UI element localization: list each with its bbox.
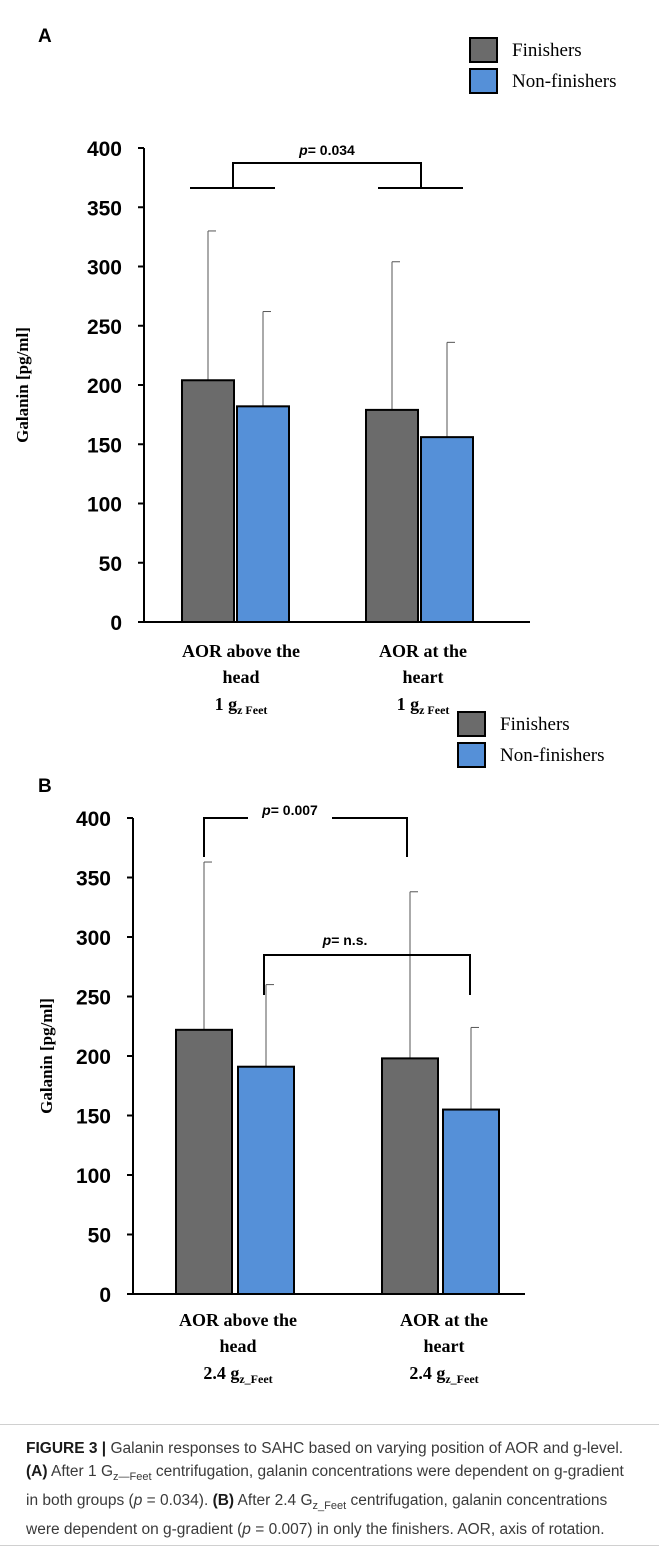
panel-a-bar-finishers: [181, 379, 235, 624]
panel-a-category-label-line2: head: [222, 667, 259, 687]
caption-text-3a: After 2.4 G: [234, 1492, 313, 1510]
panel-b-p-value: = 0.007: [271, 802, 318, 818]
panel-a-category-label-line1: AOR at the: [379, 641, 467, 661]
panel-b-bar-non-finishers: [237, 1065, 295, 1295]
panel-b-category-g-level: 2.4 g: [409, 1363, 445, 1383]
panel-a-category-label-line3: 1 gz Feet: [397, 694, 450, 717]
panel-a-legend-swatch-1: [469, 68, 498, 94]
panel-a-y-tick-label: 350: [87, 197, 122, 220]
figure-canvas: A Finishers Non-finishers 0 50 100 150 200 250 30…: [13, 26, 616, 1386]
panel-a-category-g-subscript: z Feet: [237, 703, 267, 717]
panel-a-category-g-level: 1 g: [397, 694, 420, 714]
panel-a-legend-label-1: Non-finishers: [512, 71, 616, 92]
panel-a-bar-non-finishers: [236, 405, 290, 623]
panel-a-y-tick-label: 300: [87, 257, 122, 280]
caption-text-1: Galanin responses to SAHC based on varyi…: [106, 1440, 624, 1457]
panel-b-category-g-subscript: z_Feet: [239, 1372, 272, 1386]
panel-b-category-label-line3: 2.4 gz_Feet: [409, 1363, 478, 1386]
panel-a-y-tick-label: 100: [87, 494, 122, 517]
panel-b-bar-finishers: [381, 1057, 439, 1295]
panel-a-legend-label-0: Finishers: [512, 40, 582, 61]
panel-b-p-value: = n.s.: [331, 932, 367, 948]
panel-a-category-label-line2: heart: [403, 667, 444, 687]
panel-a-category-g-level: 1 g: [215, 694, 238, 714]
caption-p-a: p: [133, 1492, 143, 1510]
caption-label-a: (A): [26, 1463, 48, 1480]
panel-b-p-label-bg: [303, 931, 387, 949]
panel-a-label: A: [38, 26, 52, 47]
panel-b-p-italic: p: [261, 802, 271, 818]
panel-b-legend-swatch-1: [457, 742, 486, 768]
panel-a-bar-finishers: [365, 408, 419, 624]
figure-caption: FIGURE 3 | Galanin responses to SAHC bas…: [26, 1437, 636, 1541]
panel-b-category-g-level: 2.4 g: [203, 1363, 239, 1383]
panel-a-p-value-label: p= 0.034: [298, 142, 355, 158]
panel-b-bar-finishers: [175, 1028, 233, 1295]
caption-text-2b: centrifugation, galanin concentrations w…: [26, 1463, 624, 1510]
panel-b-p-value-label: p= 0.007: [261, 802, 318, 818]
panel-b-y-tick-label: 400: [76, 808, 111, 831]
panel-b-y-tick-label: 150: [76, 1106, 111, 1129]
panel-a-y-tick-label: 200: [87, 375, 122, 398]
panel-a-p-italic: p: [298, 142, 308, 158]
panel-a-y-tick-label: 50: [99, 553, 122, 576]
caption-text-3b: centrifugation, galanin concentrations w…: [26, 1492, 608, 1539]
caption-bottom-rule: [0, 1545, 659, 1546]
caption-text-2c: = 0.034).: [142, 1492, 213, 1510]
panel-b-legend-label-0: Finishers: [500, 714, 570, 735]
panel-b-y-axis-title: Galanin [pg/ml]: [37, 998, 56, 1114]
panel-b-category-g-subscript: z_Feet: [445, 1372, 478, 1386]
panel-b-p-label-bg: [248, 801, 332, 819]
panel-b-y-tick-label: 100: [76, 1165, 111, 1188]
panel-a-y-tick-label: 400: [87, 138, 122, 161]
caption-label-b: (B): [212, 1492, 235, 1510]
panel-b-category-label-line2: head: [219, 1336, 256, 1356]
panel-a-y-axis-title: Galanin [pg/ml]: [13, 327, 32, 443]
panel-b-y-tick-label: 200: [76, 1046, 111, 1069]
panel-a-y-tick-label: 250: [87, 316, 122, 339]
panel-a-p-value: = 0.034: [308, 142, 355, 158]
panel-a-p-label-bg: [285, 141, 369, 159]
panel-b-p-value-label: p= n.s.: [322, 932, 368, 948]
panel-a-y-tick-label: 0: [110, 612, 122, 635]
panel-b-category-label-line1: AOR above the: [179, 1310, 297, 1330]
panel-a-y-tick-label: 150: [87, 434, 122, 457]
panel-a-bar-non-finishers: [420, 436, 474, 624]
caption-figure-label: FIGURE 3 |: [26, 1440, 107, 1457]
panel-b-category-label-line3: 2.4 gz_Feet: [203, 1363, 272, 1386]
caption-text-2a: After 1 G: [47, 1463, 114, 1480]
panel-a-category-label-line1: AOR above the: [182, 641, 300, 661]
caption-sub-a: z—Feet: [113, 1471, 152, 1484]
panel-b-y-tick-label: 300: [76, 927, 111, 950]
panel-b-bar-non-finishers: [442, 1108, 500, 1296]
panel-b-y-tick-label: 50: [88, 1225, 111, 1248]
panel-a-category-g-subscript: z Feet: [419, 703, 449, 717]
panel-b-significance-bracket: [263, 954, 471, 995]
panel-b-legend-label-1: Non-finishers: [500, 745, 604, 766]
panel-b-y-tick-label: 350: [76, 868, 111, 891]
panel-b-p-italic: p: [322, 932, 332, 948]
panel-a-legend-swatch-0: [469, 37, 498, 63]
panel-b-category-label-line1: AOR at the: [400, 1310, 488, 1330]
caption-divider: [0, 1424, 659, 1425]
panel-b-label: B: [38, 776, 52, 797]
panel-b-y-tick-label: 0: [99, 1284, 111, 1307]
panel-b-legend-swatch-0: [457, 711, 486, 737]
panel-b-y-tick-label: 250: [76, 987, 111, 1010]
panel-a-category-label-line3: 1 gz Feet: [215, 694, 268, 717]
caption-p-b: p: [242, 1521, 251, 1539]
panel-b-category-label-line2: heart: [424, 1336, 465, 1356]
caption-sub-b: z_Feet: [312, 1500, 347, 1513]
panel-b-significance-bracket: [203, 817, 408, 857]
caption-text-3c: = 0.007) in only the finishers. AOR, axi…: [250, 1521, 605, 1539]
panel-a-significance-bracket: [232, 162, 422, 188]
